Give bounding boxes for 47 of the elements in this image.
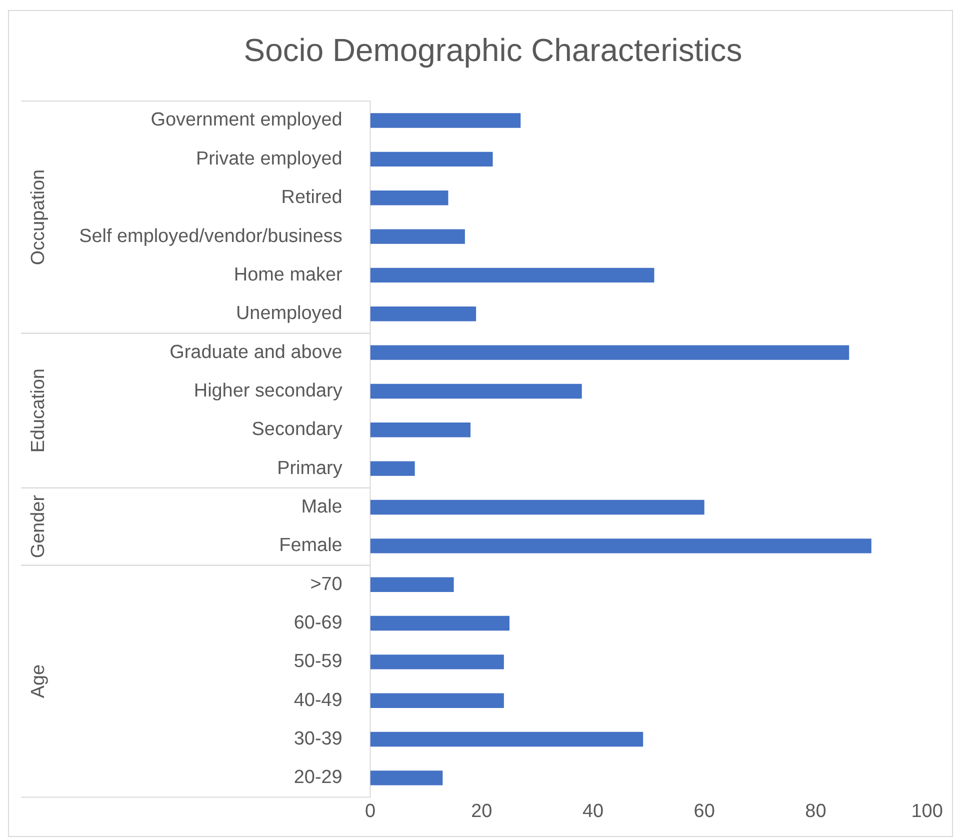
y-tick-label: Self employed/vendor/business — [79, 226, 342, 247]
x-tick-label: 40 — [582, 800, 604, 822]
text: Occupation — [28, 169, 50, 266]
y-tick-label: Private employed — [196, 148, 342, 170]
y-tick-label: Secondary — [252, 419, 343, 440]
x-tick-label: 80 — [805, 800, 826, 822]
y-tick-label: Higher secondary — [194, 380, 343, 402]
bar — [370, 306, 476, 322]
bar — [370, 384, 582, 399]
bar — [370, 500, 704, 515]
y-tick-label: 40-49 — [294, 690, 342, 711]
y-tick-label: 30-39 — [294, 728, 342, 750]
bar — [370, 538, 872, 554]
text: Gender — [28, 495, 50, 558]
bar — [370, 616, 510, 631]
text: Age — [28, 664, 50, 698]
x-tick-label: 100 — [911, 800, 943, 822]
x-tick-label: 60 — [694, 800, 715, 822]
y-tick-label: Retired — [281, 187, 342, 208]
bar — [370, 113, 521, 128]
bar — [370, 693, 504, 708]
chart-title: Socio Demographic Characteristics — [244, 32, 742, 68]
bar — [370, 461, 415, 476]
y-tick-label: Unemployed — [236, 303, 342, 324]
y-tick-label: >70 — [310, 574, 342, 595]
bar — [370, 654, 504, 670]
text: Education — [28, 368, 50, 453]
y-tick-label: Female — [279, 535, 342, 556]
y-tick-label: Graduate and above — [170, 342, 342, 363]
y-tick-label: 60-69 — [294, 612, 342, 634]
bar — [370, 732, 644, 747]
y-tick-label: 50-59 — [294, 651, 342, 672]
bar — [370, 229, 465, 244]
x-tick-label: 0 — [365, 800, 376, 822]
y-tick-label: Primary — [277, 458, 343, 479]
y-tick-label: Home maker — [234, 264, 342, 286]
y-tick-label: Government employed — [150, 110, 342, 131]
bar — [370, 190, 448, 206]
y-tick-label: 20-29 — [294, 767, 342, 788]
bar — [370, 577, 454, 592]
bar — [370, 770, 443, 786]
x-tick-label: 20 — [471, 800, 492, 822]
bar — [370, 422, 470, 438]
bar — [370, 152, 493, 167]
bar — [370, 345, 850, 360]
bar — [370, 268, 654, 283]
y-tick-label: Male — [301, 496, 342, 518]
